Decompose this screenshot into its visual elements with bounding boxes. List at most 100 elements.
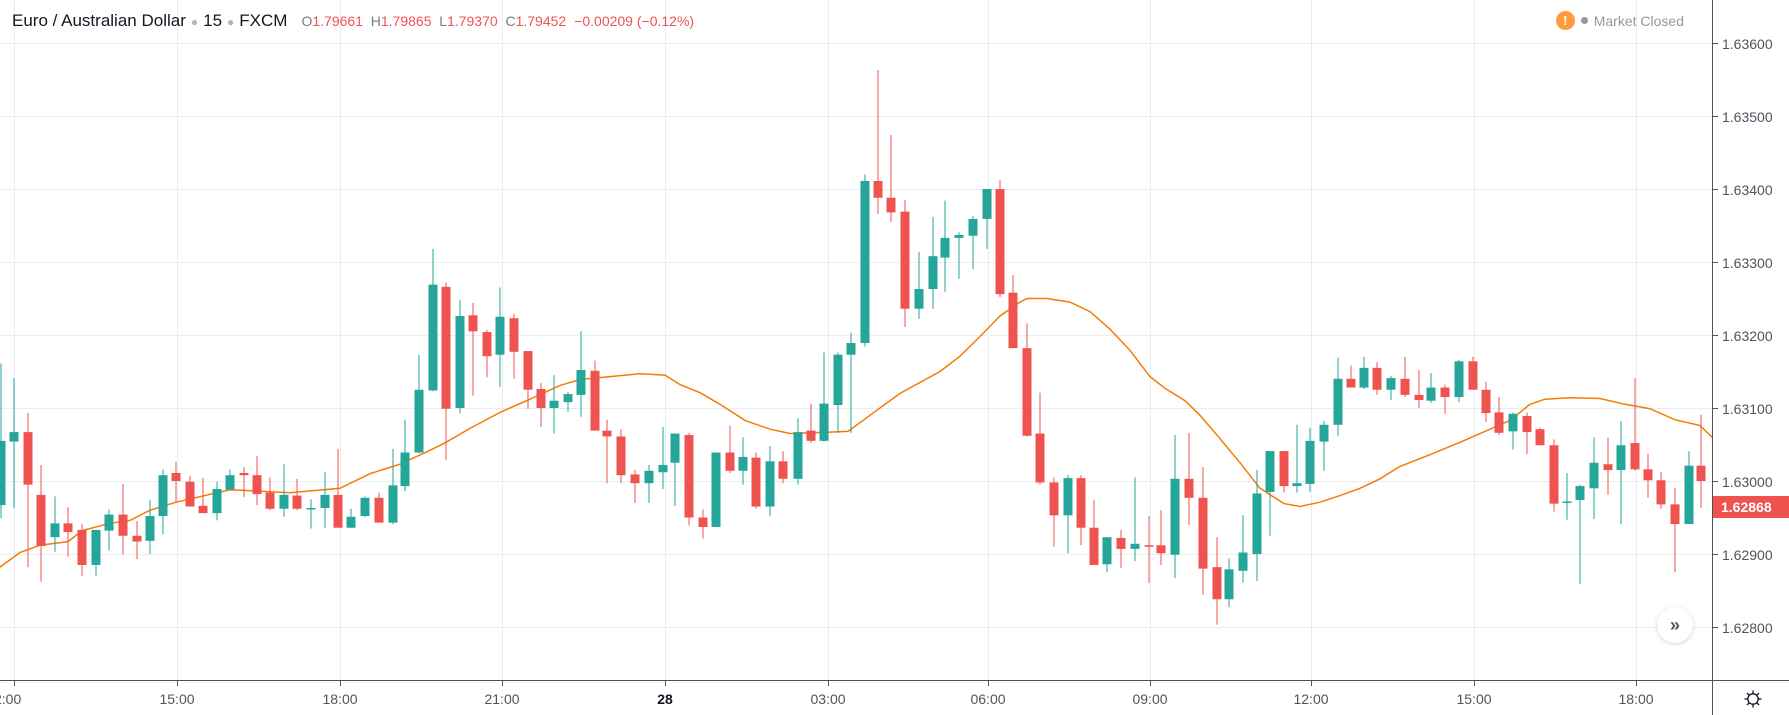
candle[interactable]	[1643, 453, 1653, 498]
candle[interactable]	[1630, 378, 1640, 471]
warning-icon[interactable]: !	[1555, 11, 1575, 30]
candle[interactable]	[1616, 421, 1626, 525]
candle[interactable]	[1562, 472, 1572, 520]
candle[interactable]	[1252, 470, 1262, 582]
candle[interactable]	[1116, 529, 1126, 568]
candle[interactable]	[806, 403, 816, 444]
candle[interactable]	[292, 478, 302, 511]
candle[interactable]	[346, 508, 356, 528]
symbol-name[interactable]: Euro / Australian Dollar	[12, 11, 186, 30]
candle[interactable]	[1089, 499, 1099, 565]
candle[interactable]	[414, 354, 424, 454]
candle[interactable]	[1426, 372, 1436, 403]
candle[interactable]	[1076, 475, 1086, 546]
candle[interactable]	[778, 451, 788, 484]
candlesticks[interactable]	[0, 70, 1706, 625]
candle[interactable]	[400, 419, 410, 492]
candle[interactable]	[1372, 362, 1382, 395]
candle[interactable]	[968, 216, 978, 270]
candle[interactable]	[1454, 359, 1464, 403]
candle[interactable]	[158, 469, 168, 535]
candle[interactable]	[265, 477, 275, 511]
candle[interactable]	[1212, 537, 1222, 625]
settings-gear-icon[interactable]	[1738, 686, 1768, 712]
candle[interactable]	[1508, 412, 1518, 450]
candle[interactable]	[1333, 357, 1343, 436]
candle[interactable]	[886, 134, 896, 222]
candle[interactable]	[239, 467, 249, 498]
candle[interactable]	[1292, 424, 1302, 493]
candle[interactable]	[819, 352, 829, 442]
candle[interactable]	[536, 383, 546, 427]
candle[interactable]	[23, 413, 33, 568]
candle[interactable]	[658, 426, 668, 490]
candle[interactable]	[1198, 467, 1208, 595]
candle[interactable]	[306, 499, 316, 529]
candle[interactable]	[1238, 515, 1248, 583]
candle[interactable]	[1022, 323, 1032, 437]
candle[interactable]	[1535, 427, 1545, 446]
market-status[interactable]: ! Market Closed	[1555, 11, 1684, 30]
candle[interactable]	[1170, 435, 1180, 579]
candle[interactable]	[104, 509, 114, 551]
candle[interactable]	[77, 524, 87, 576]
candle[interactable]	[1319, 421, 1329, 471]
candle[interactable]	[455, 299, 465, 414]
candle[interactable]	[630, 470, 640, 503]
candle[interactable]	[1696, 414, 1706, 509]
candle[interactable]	[145, 499, 155, 554]
candle[interactable]	[320, 472, 330, 528]
candle[interactable]	[1522, 412, 1532, 454]
candle[interactable]	[1008, 275, 1018, 349]
candle[interactable]	[1035, 392, 1045, 485]
candle[interactable]	[118, 483, 128, 555]
candle[interactable]	[954, 232, 964, 279]
candle[interactable]	[846, 332, 856, 433]
candle[interactable]	[1346, 365, 1356, 388]
candle[interactable]	[36, 464, 46, 582]
candle[interactable]	[360, 496, 370, 517]
candle[interactable]	[1575, 484, 1585, 584]
candle[interactable]	[873, 70, 883, 214]
candle[interactable]	[333, 448, 343, 528]
candle[interactable]	[549, 375, 559, 434]
candle[interactable]	[1144, 516, 1154, 584]
candle[interactable]	[225, 469, 235, 490]
candle[interactable]	[1156, 510, 1166, 565]
candle[interactable]	[1603, 437, 1613, 495]
candle[interactable]	[833, 352, 843, 433]
candle[interactable]	[91, 529, 101, 576]
candle[interactable]	[1414, 370, 1424, 408]
candle[interactable]	[1481, 381, 1491, 422]
candle[interactable]	[900, 199, 910, 327]
candle[interactable]	[670, 433, 680, 506]
candle[interactable]	[914, 251, 924, 319]
candle[interactable]	[576, 331, 586, 417]
candle[interactable]	[1386, 375, 1396, 400]
candle[interactable]	[1184, 432, 1194, 525]
candle[interactable]	[1494, 397, 1504, 436]
candle[interactable]	[982, 189, 992, 249]
candle[interactable]	[495, 287, 505, 387]
candle[interactable]	[644, 464, 654, 503]
candle[interactable]	[185, 475, 195, 507]
candle[interactable]	[1359, 356, 1369, 390]
candle[interactable]	[468, 302, 478, 396]
candle[interactable]	[698, 509, 708, 539]
candle[interactable]	[1063, 475, 1073, 554]
candle[interactable]	[482, 329, 492, 378]
candle[interactable]	[940, 200, 950, 292]
candle[interactable]	[1224, 558, 1234, 608]
candle[interactable]	[1684, 451, 1694, 525]
candle[interactable]	[252, 456, 262, 506]
candle[interactable]	[171, 462, 181, 503]
candle[interactable]	[590, 360, 600, 431]
candle[interactable]	[1265, 451, 1275, 536]
candle[interactable]	[793, 418, 803, 485]
candle[interactable]	[725, 425, 735, 473]
candle[interactable]	[1400, 356, 1410, 398]
candle[interactable]	[1102, 537, 1112, 573]
symbol-legend[interactable]: Euro / Australian Dollar ● 15 ● FXCM O1.…	[12, 11, 694, 31]
interval[interactable]: 15	[203, 11, 223, 30]
